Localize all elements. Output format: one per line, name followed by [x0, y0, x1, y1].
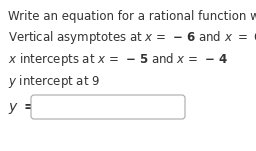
- Text: Vertical asymptotes at $\mathit{x}$ =  $\mathbf{-}$ $\mathbf{6}$ and $\mathit{x}: Vertical asymptotes at $\mathit{x}$ = $\…: [8, 29, 256, 46]
- Text: $\mathbf{\mathit{y}}$ $\mathbf{=}$: $\mathbf{\mathit{y}}$ $\mathbf{=}$: [8, 101, 36, 116]
- Text: $\mathit{x}$ intercepts at $\mathit{x}$ =  $\mathbf{-}$ $\mathbf{5}$ and $\mathi: $\mathit{x}$ intercepts at $\mathit{x}$ …: [8, 51, 228, 68]
- Text: Write an equation for a rational function with:: Write an equation for a rational functio…: [8, 10, 256, 23]
- FancyBboxPatch shape: [31, 95, 185, 119]
- Text: $\mathit{y}$ intercept at 9: $\mathit{y}$ intercept at 9: [8, 73, 100, 90]
